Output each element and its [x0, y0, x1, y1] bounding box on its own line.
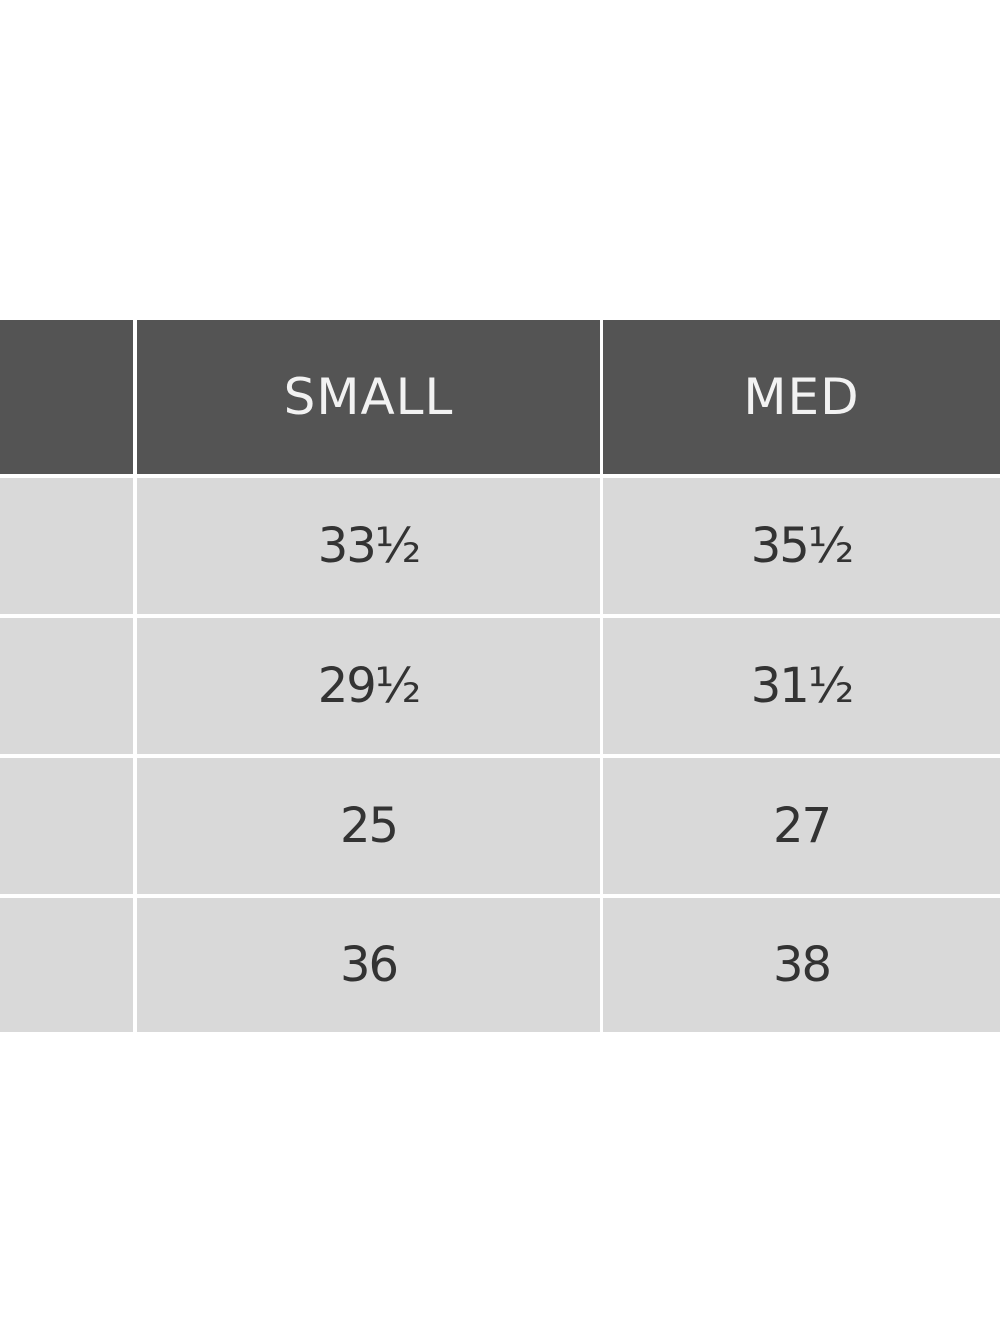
header-cell: MED	[603, 320, 1000, 474]
header-cell	[0, 320, 133, 474]
row-label-cell	[0, 758, 133, 894]
table-cell: 36	[137, 898, 600, 1032]
table-cell: 31½	[603, 618, 1000, 754]
row-label-cell	[0, 478, 133, 614]
table-cell: 35½	[603, 478, 1000, 614]
table-cell: 29½	[137, 618, 600, 754]
table-cell: 25	[137, 758, 600, 894]
table-cell: 38	[603, 898, 1000, 1032]
table-cell: 33½	[137, 478, 600, 614]
row-label-cell	[0, 618, 133, 754]
header-cell: SMALL	[137, 320, 600, 474]
table-cell: 27	[603, 758, 1000, 894]
row-label-cell	[0, 898, 133, 1032]
